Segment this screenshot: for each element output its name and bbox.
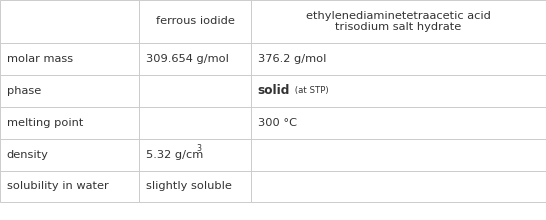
Bar [251, 0, 546, 43]
Bar [251, 43, 546, 75]
Bar [251, 170, 546, 202]
Bar [0, 170, 139, 202]
Bar [139, 75, 251, 107]
Text: melting point: melting point [7, 118, 83, 128]
Text: 3: 3 [196, 144, 201, 153]
Text: 300 °C: 300 °C [258, 118, 296, 128]
Bar [0, 107, 139, 139]
Bar [139, 43, 251, 75]
Bar [251, 107, 546, 139]
Text: 309.654 g/mol: 309.654 g/mol [146, 54, 229, 64]
Text: solubility in water: solubility in water [7, 182, 108, 191]
Text: ferrous iodide: ferrous iodide [156, 16, 235, 26]
Bar [139, 170, 251, 202]
Text: ethylenediaminetetraacetic acid
trisodium salt hydrate: ethylenediaminetetraacetic acid trisodiu… [306, 11, 491, 32]
Text: (at STP): (at STP) [292, 86, 329, 95]
Bar [251, 139, 546, 170]
Text: 376.2 g/mol: 376.2 g/mol [258, 54, 326, 64]
Text: molar mass: molar mass [7, 54, 73, 64]
Text: 5.32 g/cm: 5.32 g/cm [146, 150, 203, 160]
Bar [0, 43, 139, 75]
Bar [0, 0, 139, 43]
Bar [251, 75, 546, 107]
Text: solid: solid [258, 84, 290, 97]
Text: density: density [7, 150, 49, 160]
Text: phase: phase [7, 86, 41, 96]
Text: slightly soluble: slightly soluble [146, 182, 232, 191]
Bar [139, 0, 251, 43]
Bar [0, 139, 139, 170]
Bar [139, 139, 251, 170]
Bar [139, 107, 251, 139]
Bar [0, 75, 139, 107]
